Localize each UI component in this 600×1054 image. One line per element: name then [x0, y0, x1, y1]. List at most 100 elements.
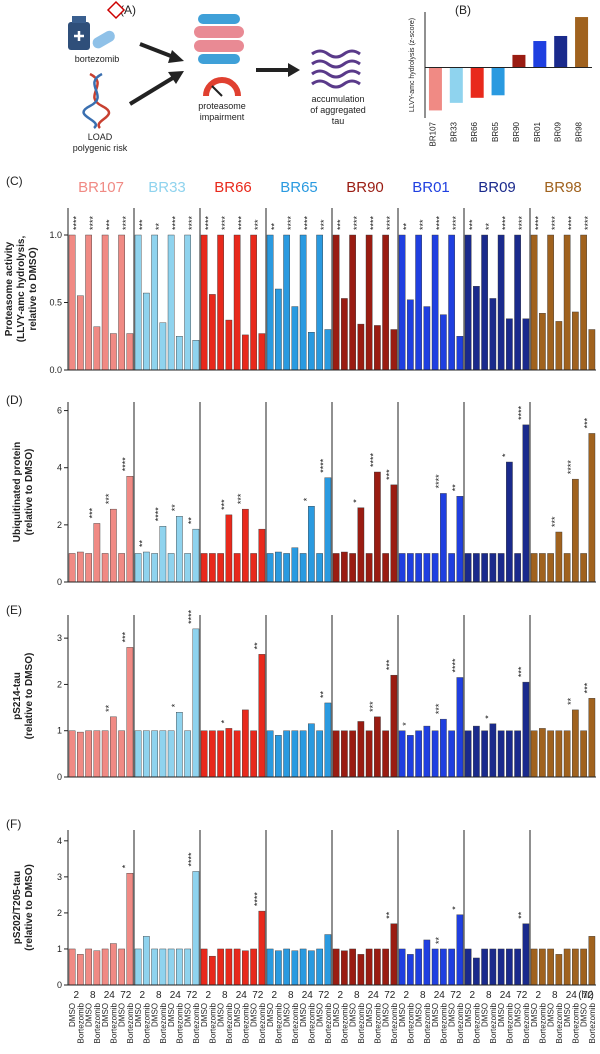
bar [456, 914, 464, 986]
x-tick-label: DMSO [68, 1003, 77, 1027]
bar [514, 730, 521, 778]
bar [167, 553, 175, 583]
x-tick-label: Bortezomib [225, 1002, 234, 1043]
x-tick-label: DMSO [118, 1003, 127, 1027]
bar [85, 730, 92, 778]
x-tick-label: Bortezomib [489, 1002, 498, 1043]
bar [118, 948, 125, 986]
bar [176, 336, 183, 371]
gauge-needle [211, 85, 223, 97]
bar [167, 234, 175, 371]
bar [308, 723, 315, 778]
bar [588, 698, 596, 778]
line-name: BR01 [412, 179, 450, 196]
line-name: BR98 [544, 179, 582, 196]
bar [184, 948, 191, 986]
panel-label: (E) [6, 603, 22, 617]
time-label: 2 [73, 990, 79, 1001]
bar [390, 484, 398, 583]
arrow [128, 74, 178, 106]
significance: **** [302, 215, 312, 230]
y-tick-label: 4 [57, 463, 62, 473]
bar [159, 948, 167, 986]
time-label: 8 [354, 990, 360, 1001]
cross [74, 31, 84, 41]
bar [539, 553, 546, 583]
significance: *** [385, 469, 395, 480]
significance: * [401, 722, 411, 726]
bar [489, 948, 497, 986]
bar [464, 948, 472, 986]
significance: **** [121, 215, 131, 230]
time-label: 2 [469, 990, 475, 1001]
x-tick-label: Bortezomib [307, 1002, 316, 1043]
bar [357, 507, 365, 583]
bar [481, 730, 488, 778]
bar [555, 954, 563, 986]
time-label: 2 [535, 990, 541, 1001]
bar [332, 234, 340, 371]
bar [349, 553, 356, 583]
time-unit: (hr) [578, 990, 594, 1001]
bar [547, 553, 554, 583]
bar [349, 948, 356, 986]
bar [506, 730, 513, 778]
bar [554, 35, 568, 68]
bar [324, 702, 332, 778]
bar [563, 730, 571, 778]
significance: ** [566, 697, 576, 705]
bar [250, 234, 257, 371]
y-tick-label: 0 [57, 577, 62, 587]
x-tick-label: Bortezomib [588, 1002, 597, 1043]
significance: ** [517, 911, 527, 919]
x-tick-label: DMSO [464, 1003, 473, 1027]
bar [250, 948, 257, 986]
bar [225, 514, 233, 583]
y-tick-label: 3 [57, 872, 62, 882]
bar [275, 551, 282, 583]
bar [275, 950, 282, 986]
bar [291, 730, 299, 778]
bar [588, 433, 596, 583]
time-label: 8 [288, 990, 294, 1001]
bar [126, 647, 134, 778]
bar [291, 306, 299, 371]
bar [68, 948, 76, 986]
time-label: 2 [271, 990, 277, 1001]
significance: * [220, 719, 230, 723]
x-tick-label: DMSO [365, 1003, 374, 1027]
bar [110, 943, 117, 986]
x-tick-label: Bortezomib [93, 1002, 102, 1043]
bar [481, 234, 488, 371]
bar [209, 294, 216, 371]
significance: **** [170, 215, 180, 230]
time-label: 8 [156, 990, 162, 1001]
bar [110, 508, 117, 583]
significance: ** [154, 222, 164, 230]
bar [192, 340, 200, 371]
significance: ** [385, 911, 395, 919]
bar [575, 17, 589, 68]
bar [233, 234, 241, 371]
significance: **** [566, 460, 576, 475]
bar [233, 730, 241, 778]
x-tick-label: BR65 [491, 121, 500, 142]
bar [349, 234, 356, 371]
x-tick-label: Bortezomib [522, 1002, 531, 1043]
significance: *** [368, 701, 378, 712]
bar [316, 234, 323, 371]
bar [506, 461, 513, 583]
bar [382, 730, 389, 778]
bar [473, 725, 480, 778]
bar [374, 716, 381, 778]
significance: **** [368, 452, 378, 467]
bar [448, 234, 455, 371]
x-tick-label: BR33 [449, 121, 458, 142]
outcome-label: of aggregated [310, 105, 366, 115]
bar [192, 528, 200, 583]
significance: **** [71, 215, 81, 230]
bar [572, 948, 579, 986]
bar [449, 67, 463, 103]
bar [266, 948, 274, 986]
